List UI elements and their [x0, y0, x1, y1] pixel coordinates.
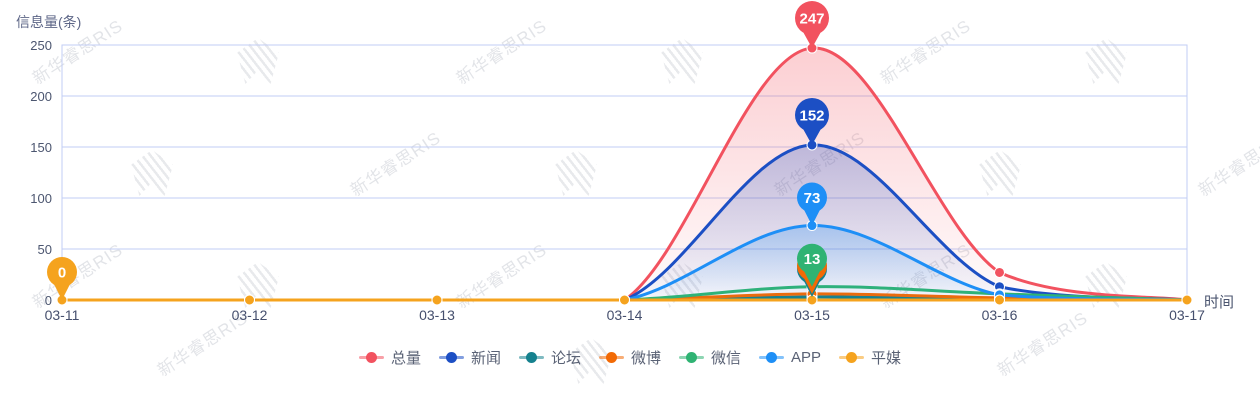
legend-label: 总量	[390, 349, 421, 367]
plot-border	[61, 44, 1188, 301]
x-axis-label: 03-13	[419, 307, 455, 323]
legend-label: APP	[791, 348, 822, 366]
legend-label: 微博	[630, 349, 661, 367]
point-平媒	[244, 294, 255, 306]
line-新闻	[60, 143, 1189, 302]
markpoint-pin-平媒: 0	[47, 257, 77, 300]
x-axis-label: 03-15	[794, 307, 830, 323]
legend-item-平媒[interactable]: 平媒	[835, 347, 905, 368]
legend-label: 微信	[711, 349, 742, 367]
area-APP	[62, 225, 1187, 300]
legend-item-新闻[interactable]: 新闻	[435, 347, 505, 368]
markpoint-pin-总量: 247	[795, 1, 829, 49]
markpoint-value: 247	[799, 11, 824, 28]
y-axis-label: 150	[30, 140, 52, 155]
x-axis-title: 时间	[1204, 294, 1235, 311]
x-axis-label: 03-16	[982, 307, 1018, 323]
markpoint-value: 0	[58, 265, 66, 282]
legend-marker-icon	[358, 351, 384, 363]
legend-item-总量[interactable]: 总量	[355, 347, 425, 368]
y-axis-label: 50	[38, 242, 52, 257]
chart-legend: 总量 新闻 论坛 微博 微信 APP 平媒	[0, 342, 1260, 372]
legend-marker-icon	[598, 351, 624, 363]
legend-item-微博[interactable]: 微博	[595, 347, 665, 368]
line-总量	[60, 46, 1189, 302]
area-新闻	[62, 144, 1187, 300]
markpoint-pin-新闻: 152	[795, 97, 829, 145]
legend-marker-icon	[839, 351, 865, 363]
legend-marker-icon	[759, 351, 785, 363]
y-axis-label: 250	[30, 38, 52, 53]
x-axis-label: 03-11	[45, 307, 80, 323]
y-axis-label: 200	[30, 89, 52, 104]
x-axis-label: 03-14	[607, 307, 643, 323]
markpoint-pin-微信: 13	[797, 243, 827, 287]
legend-marker-icon	[679, 351, 704, 363]
y-axis-label: 100	[30, 191, 52, 206]
markpoint-value: 73	[804, 190, 821, 207]
markpoint-value: 152	[799, 107, 824, 124]
legend-label: 平媒	[871, 349, 902, 367]
point-总量	[994, 266, 1005, 278]
legend-label: 论坛	[550, 349, 581, 367]
legend-marker-icon	[438, 351, 464, 363]
x-axis-label: 03-12	[232, 307, 268, 323]
legend-item-论坛[interactable]: 论坛	[515, 347, 585, 368]
point-平媒	[431, 294, 443, 306]
legend-label: 新闻	[470, 349, 501, 367]
legend-marker-icon	[518, 351, 544, 363]
point-平媒	[1181, 294, 1193, 306]
point-平媒	[619, 294, 630, 306]
markpoint-value: 13	[804, 251, 821, 268]
area-总量	[62, 47, 1187, 300]
y-axis-title: 信息量(条)	[16, 14, 82, 30]
x-axis-label: 03-17	[1169, 307, 1205, 323]
legend-item-微信[interactable]: 微信	[675, 347, 745, 368]
y-axis-label: 0	[45, 293, 52, 308]
markpoint-pin-APP: 73	[797, 182, 827, 226]
legend-item-APP[interactable]: APP	[755, 349, 825, 366]
point-平媒	[994, 294, 1005, 306]
